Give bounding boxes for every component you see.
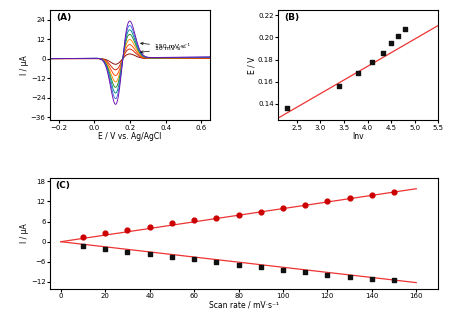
X-axis label: E / V vs. Ag/AgCl: E / V vs. Ag/AgCl	[98, 132, 161, 141]
Point	[190, 257, 197, 262]
Point	[257, 209, 264, 214]
Text: (A): (A)	[56, 13, 71, 22]
Point	[323, 272, 330, 277]
Point	[101, 246, 109, 251]
Point	[345, 195, 352, 200]
Text: 150 mV·s⁻¹: 150 mV·s⁻¹	[140, 42, 189, 49]
Point	[301, 269, 308, 274]
Point	[323, 198, 330, 203]
Point	[79, 235, 87, 240]
Point	[390, 189, 397, 195]
Point	[124, 227, 131, 233]
Point	[279, 206, 286, 211]
Y-axis label: I / μA: I / μA	[20, 223, 29, 243]
Point	[257, 264, 264, 270]
Point	[101, 231, 109, 236]
Point	[354, 70, 361, 75]
Point	[124, 249, 131, 255]
Point	[79, 243, 87, 249]
Point	[235, 262, 242, 267]
Point	[335, 84, 342, 89]
Point	[378, 51, 385, 56]
Point	[387, 40, 394, 46]
Point	[283, 106, 290, 111]
Point	[390, 277, 397, 283]
Point	[212, 259, 220, 265]
Point	[168, 221, 175, 226]
Point	[394, 34, 401, 39]
Point	[146, 224, 153, 229]
Text: (C): (C)	[55, 181, 70, 190]
X-axis label: Scan rate / mV·s⁻¹: Scan rate / mV·s⁻¹	[209, 300, 278, 309]
Point	[146, 252, 153, 257]
Point	[212, 215, 220, 220]
Point	[368, 192, 375, 197]
Point	[279, 267, 286, 272]
Point	[190, 217, 197, 223]
X-axis label: lnv: lnv	[351, 132, 363, 141]
Point	[400, 26, 407, 31]
Point	[168, 255, 175, 260]
Text: (B): (B)	[284, 13, 299, 22]
Point	[368, 276, 375, 281]
Y-axis label: E / V: E / V	[247, 56, 256, 74]
Point	[345, 274, 352, 279]
Text: 10 mV·s⁻¹: 10 mV·s⁻¹	[140, 46, 186, 53]
Point	[301, 202, 308, 208]
Y-axis label: I / μA: I / μA	[20, 55, 29, 75]
Point	[235, 212, 242, 217]
Point	[368, 59, 375, 65]
